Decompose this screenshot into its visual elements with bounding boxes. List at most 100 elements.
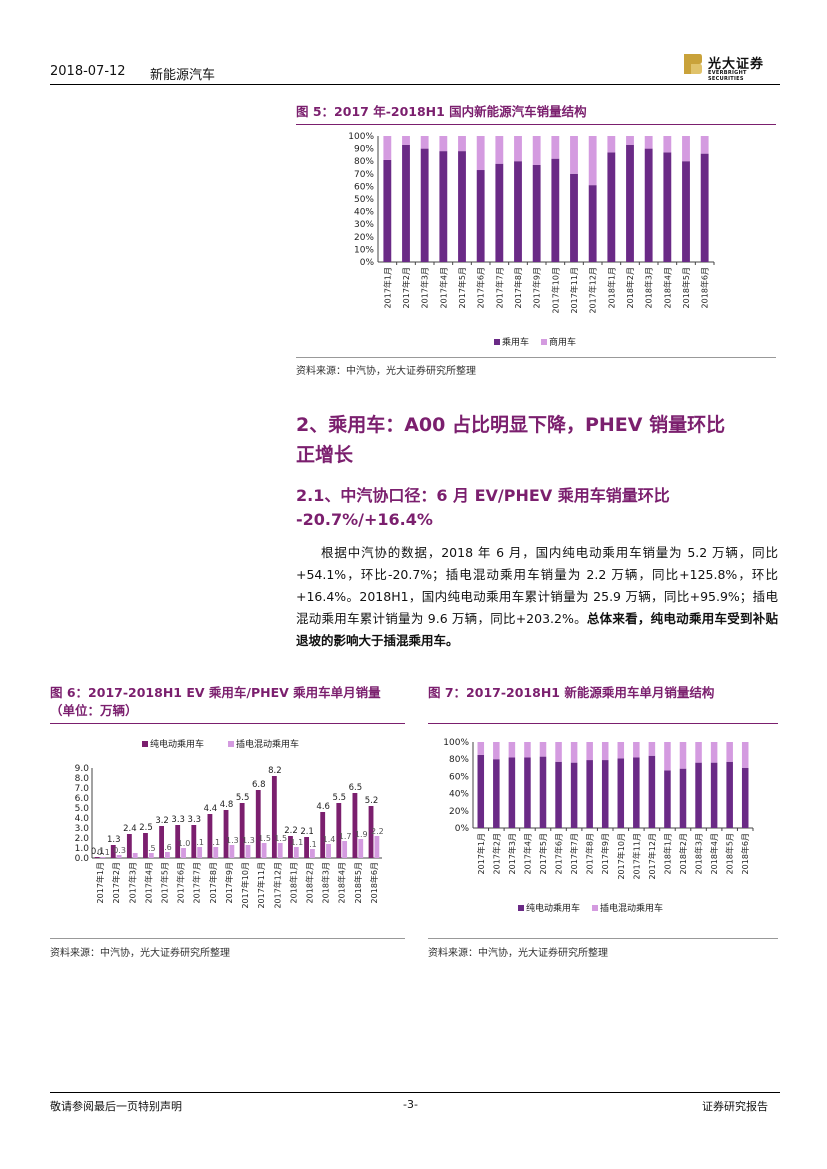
- bar-segment-0: [508, 757, 516, 828]
- footer-rule: [50, 1092, 780, 1093]
- legend-swatch: [142, 741, 148, 747]
- x-tick-label: 2018年5月: [725, 833, 735, 874]
- logo-sub: EVERBRIGHT SECURITIES: [708, 70, 747, 82]
- bar-ev: [271, 776, 277, 858]
- data-label-phev: .1: [212, 838, 220, 847]
- bar-phev: [310, 849, 315, 858]
- bar-segment-1: [648, 742, 656, 756]
- bar-ev: [94, 857, 100, 858]
- bar-segment-1: [495, 136, 504, 164]
- x-tick-label: 2018年4月: [337, 862, 347, 903]
- bar-phev: [116, 855, 122, 858]
- y-tick-label: 80%: [354, 157, 374, 167]
- x-tick-label: 2018年6月: [700, 267, 710, 308]
- x-tick-label: 2017年11月: [631, 833, 641, 880]
- bar-segment-0: [477, 754, 485, 828]
- y-tick-label: 50%: [354, 195, 374, 205]
- x-tick-label: 2018年1月: [288, 862, 298, 903]
- x-tick-label: 2017年1月: [95, 862, 105, 903]
- bar-segment-0: [601, 760, 609, 828]
- y-tick-label: 8.0: [75, 774, 90, 784]
- bar-segment-0: [524, 757, 531, 828]
- y-tick-label: 5.0: [75, 804, 90, 814]
- y-tick-label: 4.0: [75, 814, 90, 824]
- bar-segment-0: [402, 144, 410, 262]
- x-tick-label: 2017年4月: [143, 862, 153, 903]
- x-tick-label: 2018年6月: [369, 862, 379, 903]
- y-tick-label: 1.0: [75, 844, 90, 854]
- data-label-ev: 8.2: [268, 766, 282, 776]
- data-label-phev: 1.9: [355, 830, 368, 839]
- y-tick-label: 100%: [348, 132, 374, 142]
- bar-ev: [288, 836, 293, 858]
- y-tick-label: 40%: [449, 790, 469, 800]
- subsection-heading-line2: -20.7%/+16.4%: [296, 510, 433, 529]
- bar-segment-0: [570, 173, 578, 262]
- report-section: 新能源汽车: [150, 68, 216, 83]
- data-label-phev: 1.4: [323, 835, 336, 844]
- bar-segment-1: [383, 136, 392, 160]
- legend-label: 纯电动乘用车: [150, 738, 204, 750]
- report-date: 2018-07-12: [50, 64, 126, 79]
- bar-ev: [110, 845, 116, 858]
- data-label-phev: 1.0: [178, 839, 191, 848]
- data-label-ev: 2.1: [300, 827, 314, 837]
- x-tick-label: 2017年8月: [208, 862, 218, 903]
- bar-segment-0: [495, 163, 504, 262]
- bar-segment-1: [508, 742, 516, 758]
- bar-segment-1: [741, 742, 749, 768]
- x-tick-label: 2017年12月: [647, 833, 657, 880]
- bar-segment-0: [695, 762, 702, 828]
- fig6-title-rule: [50, 723, 405, 724]
- fig7-title: 图 7：2017-2018H1 新能源乘用车单月销量结构: [428, 685, 715, 700]
- bar-segment-0: [476, 170, 485, 262]
- bar-segment-0: [726, 761, 733, 828]
- data-label-ev: 6.8: [252, 780, 266, 790]
- fig6-source: 资料来源：中汽协，光大证券研究所整理: [50, 948, 230, 959]
- bar-segment-0: [700, 153, 709, 262]
- fig7-title-rule: [428, 723, 778, 724]
- page-number: -3-: [403, 1098, 418, 1111]
- data-label-ev: 3.2: [155, 816, 169, 826]
- bar-ev: [336, 803, 342, 858]
- x-tick-label: 2017年5月: [160, 862, 170, 903]
- y-tick-label: 0%: [455, 824, 470, 834]
- bar-segment-0: [648, 755, 656, 828]
- x-tick-label: 2017年10月: [240, 862, 250, 909]
- bar-segment-1: [493, 742, 500, 760]
- data-label-phev: 1.5: [274, 834, 287, 843]
- x-tick-label: 2017年5月: [457, 267, 467, 308]
- x-tick-label: 2017年7月: [569, 833, 579, 874]
- bar-segment-0: [617, 758, 625, 828]
- bar-segment-0: [383, 159, 392, 262]
- x-tick-label: 2017年10月: [550, 267, 560, 314]
- x-tick-label: 2017年7月: [494, 267, 504, 308]
- bar-ev: [304, 837, 309, 858]
- bar-ev: [143, 833, 148, 858]
- data-label-ev: 4.4: [204, 804, 218, 814]
- x-tick-label: 2018年3月: [644, 267, 654, 308]
- bar-phev: [293, 847, 299, 858]
- data-label-phev: 1.3: [242, 836, 255, 845]
- fig6-chart: 0.01.02.03.04.05.06.07.08.09.00.10.12017…: [75, 738, 384, 909]
- x-tick-label: 2017年8月: [513, 267, 523, 308]
- y-tick-label: 2.0: [75, 834, 90, 844]
- bar-ev: [175, 825, 181, 858]
- bar-segment-0: [420, 148, 429, 262]
- bar-segment-0: [551, 158, 560, 262]
- bar-phev: [165, 852, 170, 858]
- data-label-ev: 6.5: [349, 783, 363, 793]
- x-tick-label: 2018年4月: [662, 267, 672, 308]
- bar-segment-0: [644, 148, 653, 262]
- x-tick-label: 2017年7月: [192, 862, 202, 903]
- bar-ev: [207, 814, 213, 858]
- bar-segment-1: [555, 742, 562, 762]
- legend-swatch: [228, 741, 234, 747]
- legend-swatch: [494, 339, 500, 345]
- data-label-ev: 4.6: [316, 802, 330, 812]
- x-tick-label: 2017年3月: [127, 862, 137, 903]
- y-tick-label: 7.0: [75, 784, 90, 794]
- fig7-source-rule: [428, 938, 778, 939]
- bar-segment-0: [710, 762, 718, 828]
- fig6-title: 图 6：2017-2018H1 EV 乘用车/PHEV 乘用车单月销量 （单位：…: [50, 684, 410, 720]
